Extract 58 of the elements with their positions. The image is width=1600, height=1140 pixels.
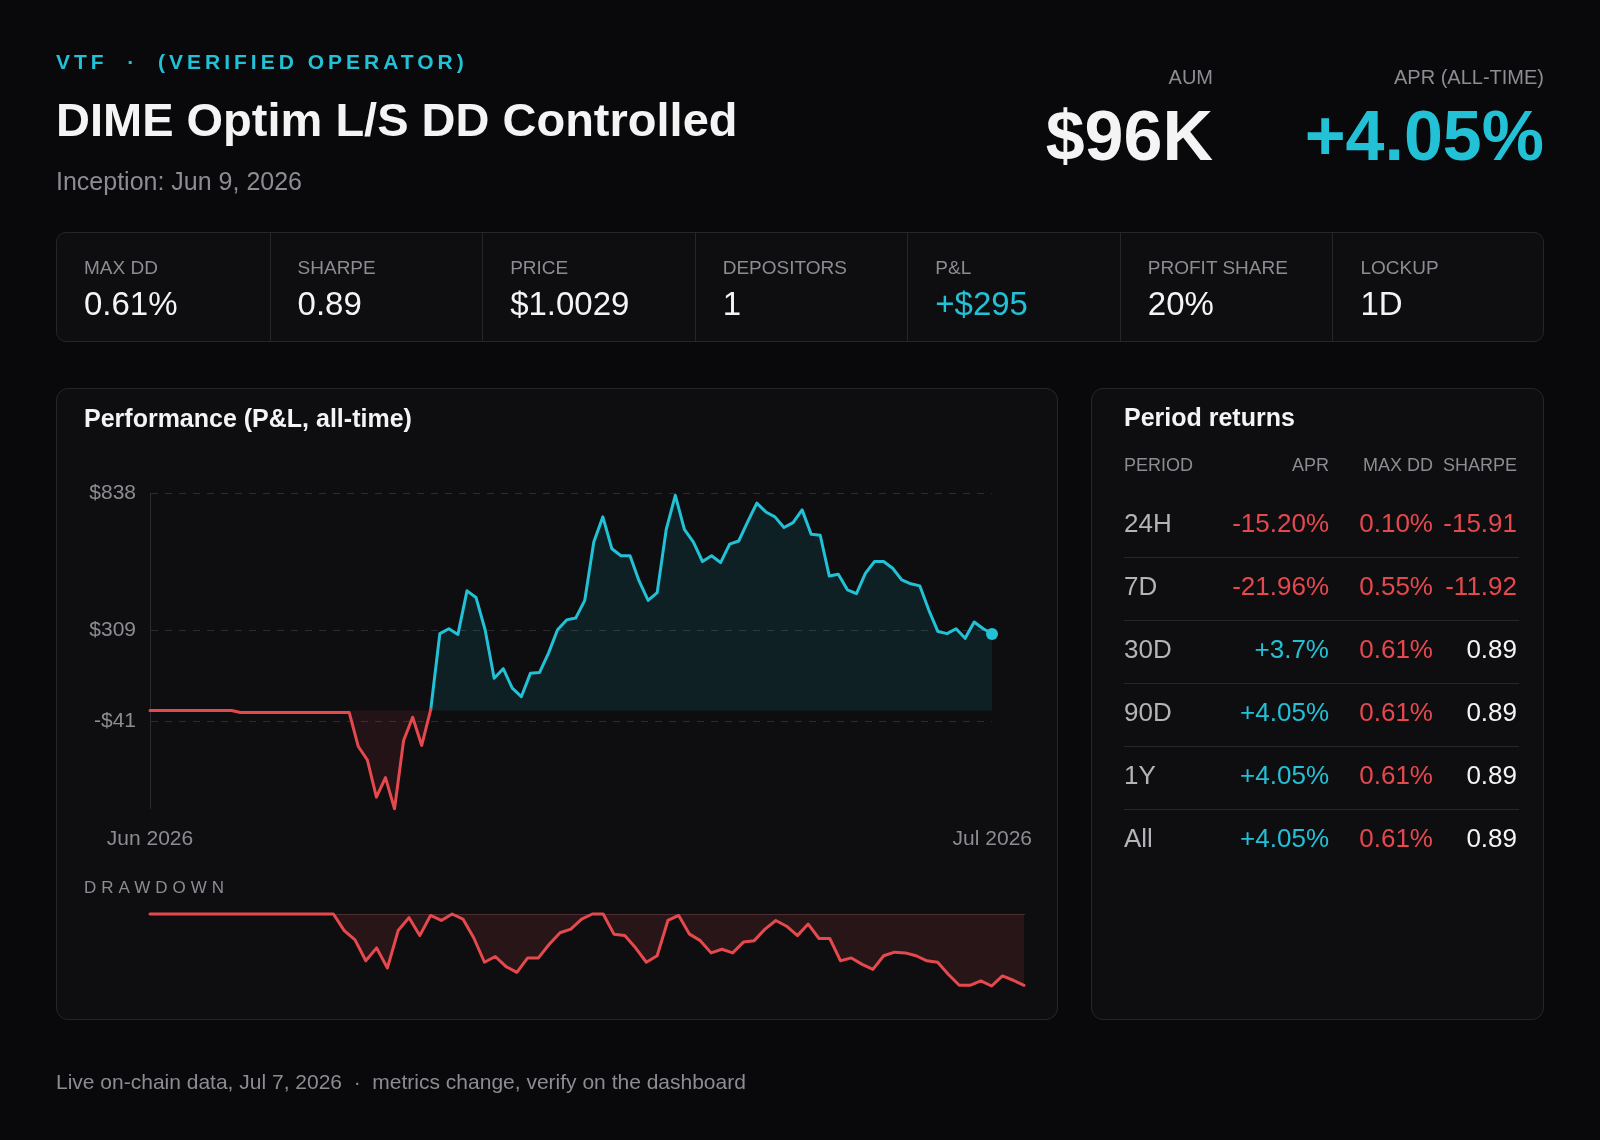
text: 0.61% — [84, 285, 178, 323]
text: Inception: Jun 9, 2026 — [56, 167, 303, 196]
y-tick-label: $309 — [89, 617, 136, 641]
text: Live on-chain data, Jul 7, 2026 · metrics change, verify on the dashboard — [56, 1070, 746, 1094]
text: +4.05% — [1240, 823, 1329, 854]
text: MAX DD — [84, 257, 158, 279]
text: SHARPE — [1442, 455, 1517, 476]
text: APR (ALL-TIME) — [1393, 66, 1544, 89]
x-tick-label: Jul 2026 — [952, 826, 1033, 850]
text: +4.05% — [1240, 697, 1329, 728]
text: APR — [1291, 455, 1329, 476]
text: +$295 — [935, 285, 1028, 323]
text: 0.10% — [1359, 508, 1433, 539]
text: +3.7% — [1254, 634, 1329, 665]
text: 0.61% — [1359, 697, 1433, 728]
text: 0.89 — [1466, 760, 1517, 791]
text: All — [1124, 823, 1153, 854]
text: LOCKUP — [1360, 257, 1439, 279]
text: VTF · (VERIFIED OPERATOR) — [56, 50, 468, 74]
text: 90D — [1124, 697, 1172, 728]
text: 1D — [1360, 285, 1403, 323]
text: 1 — [722, 285, 742, 323]
chart-title: DRAWDOWN — [84, 878, 230, 898]
text: 0.61% — [1359, 823, 1433, 854]
text: 0.61% — [1359, 634, 1433, 665]
text: +4.05% — [1304, 96, 1544, 176]
text: $96K — [1045, 96, 1213, 176]
text: AUM — [1168, 66, 1213, 89]
text: 0.89 — [1466, 697, 1517, 728]
text: 0.89 — [297, 285, 362, 323]
text: DIME Optim L/S DD Controlled — [56, 92, 738, 147]
text: +4.05% — [1240, 760, 1329, 791]
text: 0.55% — [1359, 571, 1433, 602]
text: SHARPE — [297, 257, 376, 279]
text: -11.92 — [1445, 571, 1517, 602]
y-tick-label: -$41 — [93, 707, 136, 731]
text: -15.20% — [1232, 508, 1329, 539]
text: 0.61% — [1359, 760, 1433, 791]
text: 0.89 — [1466, 823, 1517, 854]
chart-title: Performance (P&L, all-time) — [84, 404, 412, 433]
text: DEPOSITORS — [722, 257, 847, 279]
text: PERIOD — [1124, 455, 1194, 476]
text: Period returns — [1124, 403, 1295, 432]
y-tick-label: $838 — [89, 479, 136, 503]
text: 30D — [1124, 634, 1172, 665]
x-tick-label: Jun 2026 — [106, 826, 194, 850]
text: PROFIT SHARE — [1147, 257, 1288, 279]
text: 7D — [1124, 571, 1158, 602]
text: 0.89 — [1466, 634, 1517, 665]
text: -15.91 — [1443, 508, 1517, 539]
text: PRICE — [510, 257, 569, 279]
text: 1Y — [1124, 760, 1156, 791]
text: 24H — [1124, 508, 1172, 539]
text: MAX DD — [1362, 455, 1433, 476]
text: -21.96% — [1232, 571, 1329, 602]
text: P&L — [935, 257, 972, 279]
text: $1.0029 — [510, 285, 630, 323]
text: 20% — [1147, 285, 1214, 323]
